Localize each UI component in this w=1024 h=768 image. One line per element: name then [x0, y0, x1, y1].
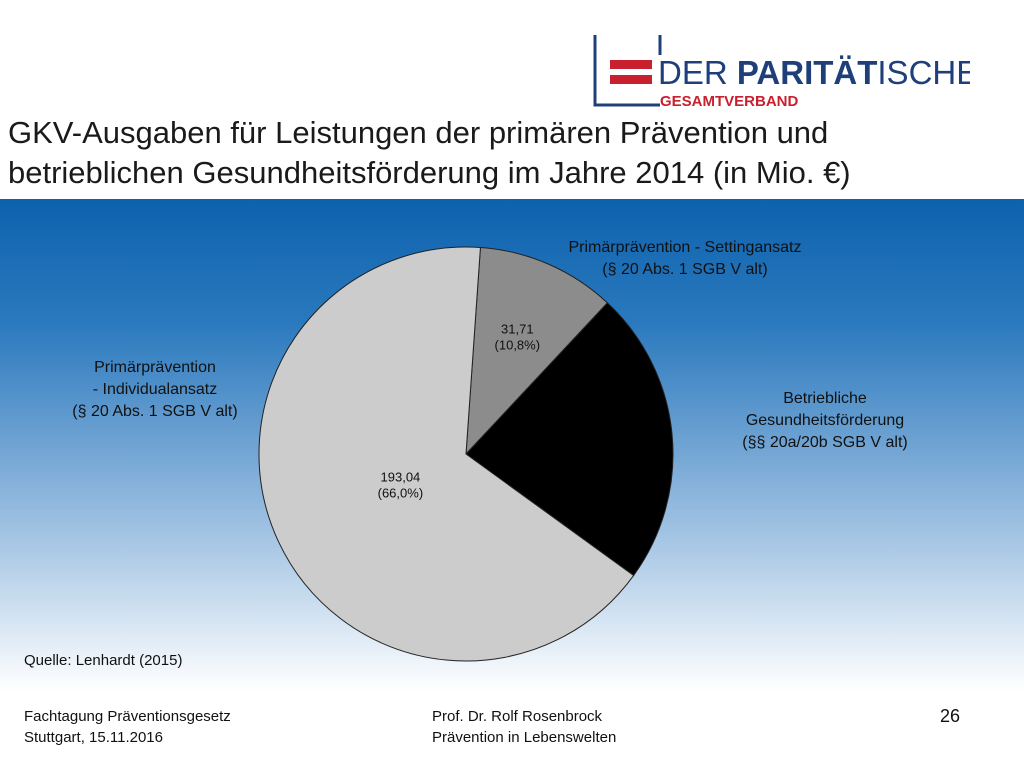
logo-graphic: DER PARITÄTISCHE GESAMTVERBAND: [593, 35, 978, 110]
footer-author-name: Prof. Dr. Rolf Rosenbrock: [432, 708, 603, 725]
slice-value-individual: 193,04: [381, 470, 421, 485]
slice-value-setting: 31,71: [501, 321, 534, 336]
label-individual-line-3: (§ 20 Abs. 1 SGB V alt): [72, 403, 238, 420]
page-number: 26: [940, 706, 961, 726]
source-note: Quelle: Lenhardt (2015): [24, 652, 183, 669]
label-individual-line-2: - Individualansatz: [92, 381, 218, 398]
logo-stripe-bottom: [610, 75, 652, 84]
title-line-1: GKV-Ausgaben für Leistungen der primären…: [8, 115, 829, 150]
label-setting: Primärprävention - Settingansatz (§ 20 A…: [520, 237, 850, 281]
pie-slice-setting: [465, 246, 609, 456]
title-line-2: betrieblichen Gesundheitsförderung im Ja…: [8, 155, 851, 190]
label-betrieblich-line-3: (§§ 20a/20b SGB V alt): [742, 434, 908, 451]
pie-slice-betrieblich: [465, 302, 674, 577]
label-betrieblich: Betriebliche Gesundheitsförderung (§§ 20…: [700, 388, 950, 454]
label-setting-line-2: (§ 20 Abs. 1 SGB V alt): [602, 261, 768, 278]
label-individual-line-1: Primärprävention: [94, 359, 216, 376]
slice-percent-setting: (10,8%): [495, 337, 541, 352]
page-title: GKV-Ausgaben für Leistungen der primären…: [8, 113, 1008, 193]
chart-area: 31,71 (10,8%) 193,04 (66,0%) Primärpräventi…: [0, 199, 1024, 691]
label-individual: Primärprävention - Individualansatz (§ 2…: [30, 357, 280, 423]
slice-percent-individual: (66,0%): [378, 486, 424, 501]
pie-slice-individual: [258, 246, 635, 662]
logo-frame-left: [593, 35, 660, 107]
label-betrieblich-line-2: Gesundheitsförderung: [745, 412, 905, 429]
logo-stripe-top: [610, 60, 652, 69]
footer-author-topic: Prävention in Lebenswelten: [432, 729, 617, 746]
logo-name: DER PARITÄTISCHE: [658, 54, 970, 91]
footer-event-name: Fachtagung Präventionsgesetz: [24, 708, 231, 725]
logo-sub: GESAMTVERBAND: [660, 93, 799, 110]
footer-author: Prof. Dr. Rolf Rosenbrock Prävention in …: [432, 706, 616, 748]
label-betrieblich-line-1: Betriebliche: [783, 390, 867, 407]
pie-chart: 31,71(10,8%) 193,04(66,0%): [258, 246, 674, 662]
footer-event: Fachtagung Präventionsgesetz Stuttgart, …: [24, 706, 231, 748]
footer-event-date: Stuttgart, 15.11.2016: [24, 729, 163, 746]
label-setting-line-1: Primärprävention - Settingansatz: [568, 239, 802, 256]
logo: DER PARITÄTISCHE GESAMTVERBAND: [590, 30, 978, 110]
